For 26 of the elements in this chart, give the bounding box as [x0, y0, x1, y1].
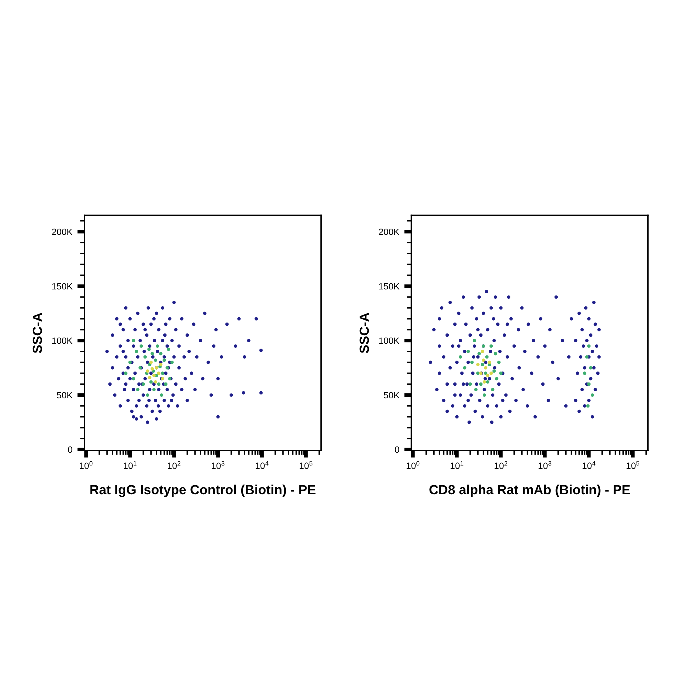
y-tick-label: 50K — [57, 392, 73, 399]
x-tick-label: 10$^{5}$ — [300, 461, 313, 470]
y-tick-label: 150K — [52, 283, 73, 290]
y-tick-label: 200K — [379, 228, 400, 236]
y-tick-label: 100K — [379, 338, 400, 344]
x-tick-label: 10$^{2}$ — [494, 461, 508, 470]
y-tick-label: 100K — [52, 338, 73, 344]
x-axis-title: CD8 alpha Rat mAb (Biotin) - PE — [430, 484, 630, 498]
x-tick-label: 10$^{4}$ — [582, 461, 596, 470]
x-tick-label: 10$^{3}$ — [212, 461, 225, 470]
y-tick-label: 200K — [52, 228, 73, 236]
x-tick-label: 10$^{1}$ — [450, 461, 464, 470]
x-tick-label: 10$^{2}$ — [168, 461, 181, 470]
y-tick-label: 150K — [379, 283, 400, 290]
x-tick-label: 10$^{0}$ — [80, 461, 93, 470]
y-axis-title: SSC-A — [32, 313, 42, 354]
x-tick-label: 10$^{4}$ — [256, 461, 269, 470]
x-axis-title: Rat IgG Isotype Control (Biotin) - PE — [90, 484, 316, 498]
x-tick-label: 10$^{0}$ — [406, 461, 420, 470]
y-axis-title: SSC-A — [360, 313, 370, 354]
x-tick-label: 10$^{3}$ — [538, 461, 552, 470]
x-tick-label: 10$^{1}$ — [124, 461, 137, 470]
y-tick-label: 0 — [68, 446, 73, 454]
x-tick-label: 10$^{5}$ — [626, 461, 640, 470]
y-tick-label: 50K — [384, 392, 400, 399]
y-tick-label: 0 — [395, 446, 400, 454]
